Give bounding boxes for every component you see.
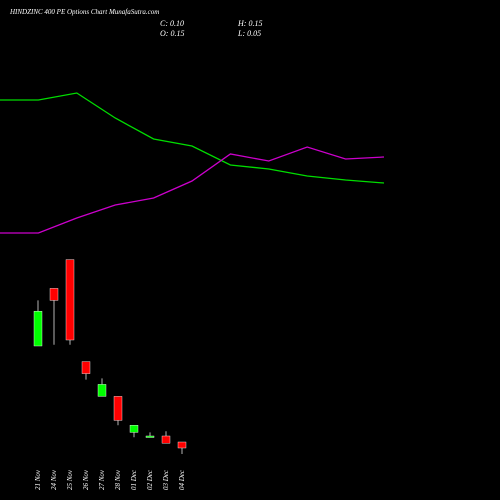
candle-body: [33, 311, 43, 347]
candle-body: [49, 288, 59, 301]
high-label: H: 0.15: [237, 19, 262, 28]
open-label: O: 0.15: [160, 29, 184, 38]
candle-body: [161, 435, 171, 444]
low-label: L: 0.05: [237, 29, 261, 38]
x-tick-label: 21 Nov: [34, 469, 42, 490]
close-label: C: 0.10: [160, 19, 184, 28]
x-tick-label: 01 Dec: [130, 469, 138, 490]
line-series: [0, 146, 385, 234]
chart-title: HINDZINC 400 PE Options Chart MunafaSutr…: [9, 8, 159, 16]
candle-body: [65, 259, 75, 341]
x-tick-label: 25 Nov: [66, 469, 74, 490]
candle-body: [113, 396, 123, 421]
x-tick-label: 04 Dec: [178, 469, 186, 490]
line-series: [0, 92, 385, 184]
x-tick-label: 27 Nov: [98, 469, 106, 490]
candle-body: [97, 384, 107, 397]
candle-body: [129, 425, 139, 433]
candle-body: [177, 441, 187, 449]
x-tick-label: 03 Dec: [162, 469, 170, 490]
candle-body: [145, 435, 155, 438]
x-tick-label: 02 Dec: [146, 469, 154, 490]
x-tick-label: 28 Nov: [114, 469, 122, 490]
x-tick-label: 24 Nov: [50, 469, 58, 490]
x-tick-label: 26 Nov: [82, 469, 90, 490]
candle-body: [81, 361, 91, 374]
